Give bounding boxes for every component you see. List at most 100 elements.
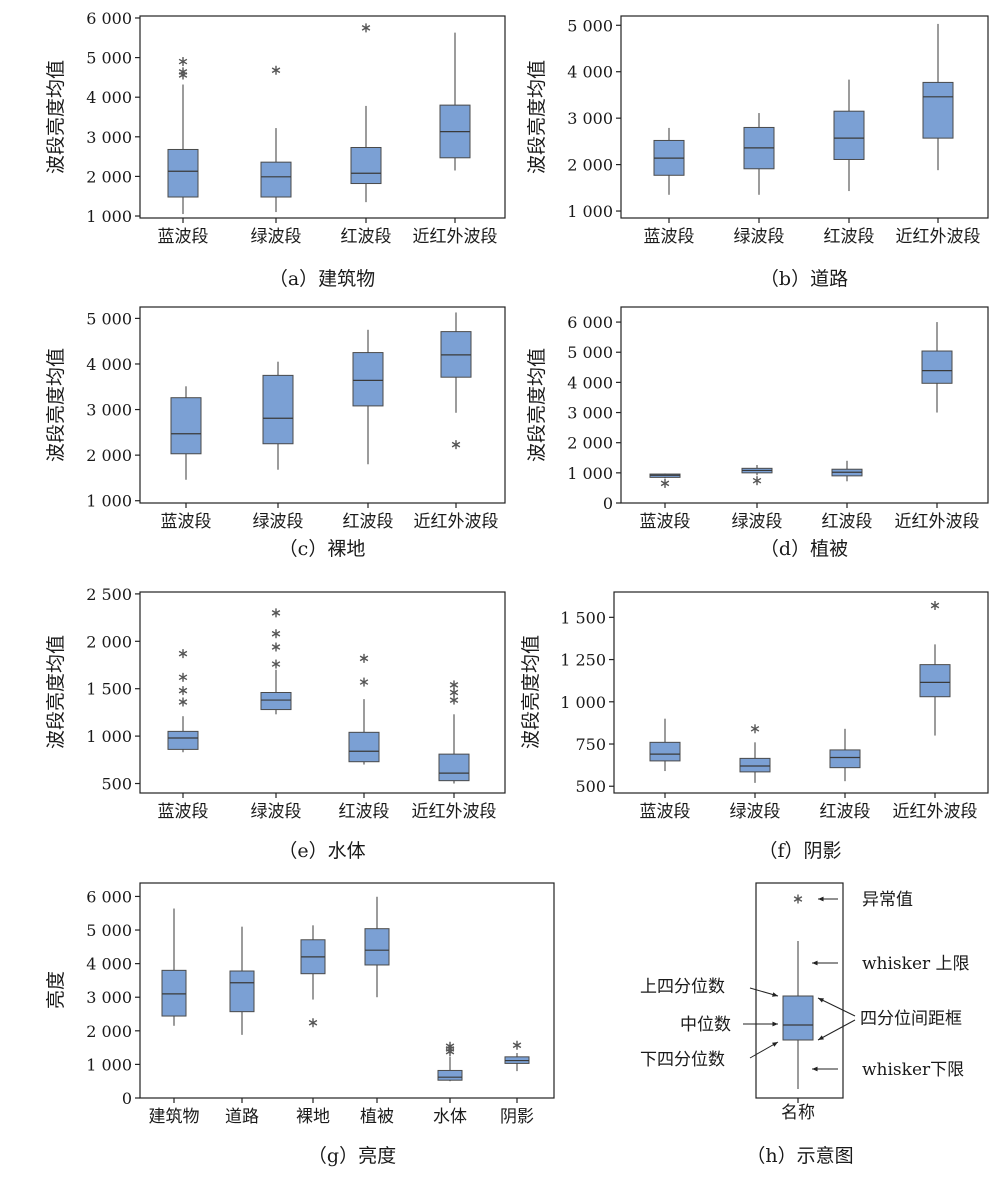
- box-1: [260, 65, 292, 213]
- arrow-median: [743, 1021, 778, 1027]
- x-tick-label: 蓝波段: [158, 802, 209, 822]
- y-tick-label: 2 000: [86, 1022, 132, 1041]
- x-tick-label: 红波段: [341, 227, 392, 247]
- x-tick-label: 近红外波段: [895, 512, 980, 532]
- x-tick-label: 蓝波段: [640, 802, 691, 822]
- box-0: [167, 57, 199, 215]
- y-tick-label: 5 000: [86, 309, 132, 328]
- y-tick-label: 5 000: [86, 49, 132, 68]
- y-tick-label: 500: [101, 775, 132, 794]
- y-tick-label: 0: [122, 1089, 132, 1108]
- y-axis-label: 波段亮度均值: [45, 635, 67, 749]
- y-tick-label: 6 000: [86, 9, 132, 28]
- x-tick-label: 建筑物: [149, 1107, 200, 1127]
- y-axis-label: 波段亮度均值: [45, 60, 67, 174]
- y-tick-label: 1 250: [560, 651, 606, 670]
- outlier-mark: [451, 440, 461, 450]
- y-tick-label: 4 000: [86, 355, 132, 374]
- label-outlier: 异常值: [862, 890, 913, 910]
- box-1: [741, 465, 773, 486]
- y-tick-label: 1 000: [560, 693, 606, 712]
- box-1: [260, 608, 292, 715]
- outlier-mark: [178, 649, 188, 659]
- outlier-mark: [361, 23, 371, 33]
- x-tick-label: 近红外波段: [413, 227, 498, 247]
- box-1: [743, 113, 775, 195]
- outlier-mark: [271, 65, 281, 75]
- y-tick-label: 3 000: [86, 128, 132, 147]
- x-tick-label: 绿波段: [251, 802, 302, 822]
- y-tick-label: 1 500: [560, 608, 606, 627]
- outlier-mark: [271, 608, 281, 618]
- x-tick-label: 阴影: [500, 1107, 534, 1127]
- x-tick-label: 绿波段: [730, 802, 781, 822]
- y-tick-label: 1 000: [567, 464, 613, 483]
- box-2: [352, 329, 384, 465]
- y-tick-label: 6 000: [86, 887, 132, 906]
- y-tick-label: 4 000: [86, 955, 132, 974]
- x-tick-label: 红波段: [820, 802, 871, 822]
- panel-caption: （g）亮度: [308, 1145, 396, 1167]
- y-axis-label: 波段亮度均值: [520, 635, 542, 749]
- iqr-box: [348, 731, 380, 763]
- y-tick-label: 4 000: [567, 373, 613, 392]
- box-1: [262, 361, 294, 470]
- outlier-mark: [271, 642, 281, 652]
- outlier-mark: [449, 695, 459, 705]
- arrow-q1: [749, 1041, 779, 1059]
- y-tick-label: 750: [575, 735, 606, 754]
- y-axis-label: 亮度: [45, 971, 67, 1009]
- y-tick-label: 1 000: [567, 202, 613, 221]
- y-tick-label: 2 000: [567, 434, 613, 453]
- label-whisker-lower: whisker下限: [862, 1060, 964, 1080]
- x-tick-label: 红波段: [343, 512, 394, 532]
- label-q1: 下四分位数: [640, 1050, 725, 1070]
- outlier-mark: [752, 476, 762, 486]
- box-3: [921, 322, 953, 413]
- panel-caption: （b）道路: [760, 268, 848, 290]
- box-3: [438, 680, 470, 784]
- x-tick-label: 红波段: [824, 227, 875, 247]
- outlier-mark: [178, 686, 188, 696]
- schematic-outlier: [793, 894, 803, 904]
- y-tick-label: 1 000: [86, 492, 132, 511]
- box-4: [437, 1041, 463, 1082]
- box-0: [649, 718, 681, 772]
- y-axis-label: 波段亮度均值: [526, 348, 548, 462]
- y-tick-label: 500: [575, 777, 606, 796]
- schematic-box: [782, 995, 814, 1041]
- legend-caption: （h）示意图: [746, 1145, 853, 1167]
- outlier-mark: [449, 680, 459, 690]
- x-tick-label: 绿波段: [253, 512, 304, 532]
- y-axis-label: 波段亮度均值: [526, 60, 548, 174]
- y-tick-label: 2 000: [86, 632, 132, 651]
- x-tick-label: 蓝波段: [644, 227, 695, 247]
- outlier-mark: [178, 67, 188, 77]
- arrow-whisker-upper: [812, 960, 838, 966]
- outlier-mark: [445, 1041, 455, 1051]
- box-2: [350, 23, 382, 203]
- x-tick-label: 道路: [225, 1107, 259, 1127]
- panel-caption: （c）裸地: [279, 538, 366, 560]
- schematic-category-label: 名称: [781, 1103, 815, 1123]
- y-tick-label: 6 000: [567, 313, 613, 332]
- y-tick-label: 3 000: [567, 404, 613, 423]
- iqr-box: [438, 753, 470, 782]
- y-tick-label: 0: [603, 494, 613, 513]
- panel-caption: （e）水体: [278, 840, 365, 862]
- x-tick-label: 近红外波段: [893, 802, 978, 822]
- boxplot-panel-d: 0 1 000 2 000 3 000 4 000 5 000 6 000 波段亮度均值蓝波段…: [526, 306, 989, 560]
- box-5: [504, 1040, 530, 1072]
- box-2: [348, 653, 380, 765]
- x-tick-label: 红波段: [339, 802, 390, 822]
- outlier-mark: [930, 601, 940, 611]
- outlier-mark: [271, 659, 281, 669]
- arrow-iqr-top: [817, 997, 856, 1017]
- y-tick-label: 4 000: [86, 88, 132, 107]
- y-tick-label: 1 000: [86, 207, 132, 226]
